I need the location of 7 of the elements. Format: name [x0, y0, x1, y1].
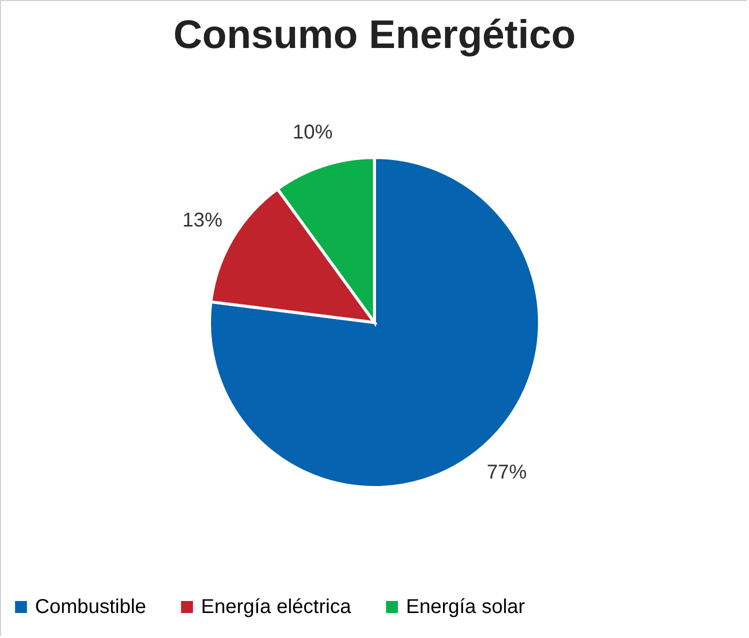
- legend-label: Energía solar: [406, 596, 526, 618]
- data-label: 77%: [486, 462, 527, 484]
- legend-label: Energía eléctrica: [201, 596, 352, 618]
- data-label: 13%: [182, 210, 223, 232]
- legend-label: Combustible: [35, 596, 146, 618]
- data-label: 10%: [292, 121, 333, 144]
- chart-title: Consumo Energético: [173, 13, 576, 57]
